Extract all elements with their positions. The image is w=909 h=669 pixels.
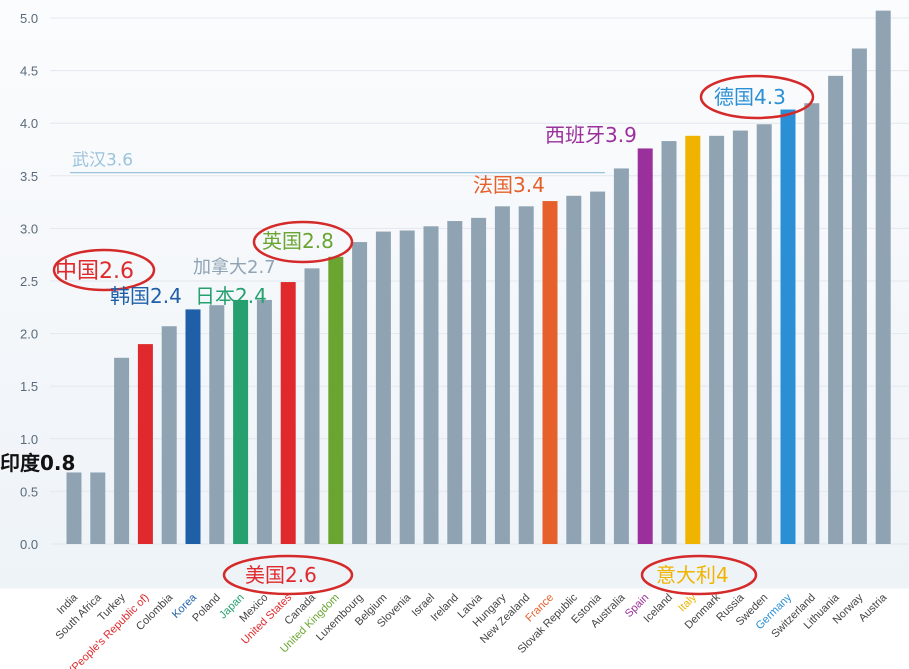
- annotation-label: 法国3.4: [473, 173, 545, 197]
- annotation-label: 美国2.6: [245, 563, 317, 587]
- annotation-label: 英国2.8: [262, 229, 334, 253]
- annotation-circle: [52, 248, 156, 292]
- y-tick-label: 0.0: [20, 537, 38, 552]
- annotation-label: 意大利4: [656, 563, 729, 587]
- bar: [280, 282, 296, 544]
- bar: [90, 472, 106, 544]
- annotation-label: 日本2.4: [195, 284, 267, 308]
- y-tick-label: 2.5: [20, 274, 38, 289]
- y-tick-label: 1.5: [20, 379, 38, 394]
- y-tick-label: 3.5: [20, 169, 38, 184]
- annotation-label: 中国2.6: [55, 259, 134, 284]
- bar: [328, 256, 344, 544]
- bar: [613, 168, 629, 544]
- bar: [256, 299, 272, 544]
- annotation-label: 加拿大2.7: [193, 256, 276, 278]
- bar: [756, 124, 772, 544]
- bar: [352, 242, 368, 545]
- bar: [375, 231, 391, 544]
- bar: [542, 201, 558, 544]
- bar: [66, 472, 82, 544]
- bar: [494, 206, 510, 545]
- y-tick-label: 2.0: [20, 327, 38, 342]
- annotation-circle: [699, 74, 815, 120]
- annotation-circle: [640, 554, 758, 596]
- bar: [875, 10, 891, 545]
- y-tick-label: 4.5: [20, 64, 38, 79]
- bar: [161, 326, 177, 544]
- bar: [804, 103, 820, 544]
- bar: [185, 309, 201, 544]
- bar: [304, 268, 320, 544]
- bar: [137, 344, 153, 544]
- bar: [518, 206, 534, 545]
- annotation-label: 印度0.8: [0, 451, 75, 475]
- bar: [399, 230, 415, 544]
- bar: [471, 217, 487, 544]
- bar: [233, 299, 249, 544]
- y-tick-label: 0.5: [20, 484, 38, 499]
- bar: [685, 135, 701, 544]
- bar: [447, 221, 463, 544]
- bar: [423, 226, 439, 544]
- annotation-circle: [222, 554, 354, 596]
- y-tick-label: 5.0: [20, 11, 38, 26]
- bar: [590, 191, 606, 544]
- y-tick-label: 1.0: [20, 432, 38, 447]
- bar: [209, 305, 225, 544]
- bar: [661, 141, 677, 545]
- x-tick-label: Ireland: [429, 592, 461, 624]
- bar: [828, 75, 844, 545]
- annotation-label: 西班牙3.9: [545, 123, 637, 147]
- bar: [709, 135, 725, 544]
- y-tick-label: 4.0: [20, 116, 38, 131]
- bar: [566, 195, 582, 544]
- bar: [637, 148, 653, 544]
- annotation-label: 德国4.3: [714, 85, 786, 109]
- x-tick-label: Austria: [857, 591, 890, 624]
- bar: [732, 130, 748, 544]
- bar: [851, 48, 867, 545]
- bar: [780, 109, 796, 545]
- annotation-circle: [252, 220, 354, 264]
- reference-label: 武汉3.6: [72, 151, 133, 171]
- bar: [114, 357, 130, 544]
- y-tick-label: 3.0: [20, 221, 38, 236]
- annotation-label: 韩国2.4: [110, 284, 182, 308]
